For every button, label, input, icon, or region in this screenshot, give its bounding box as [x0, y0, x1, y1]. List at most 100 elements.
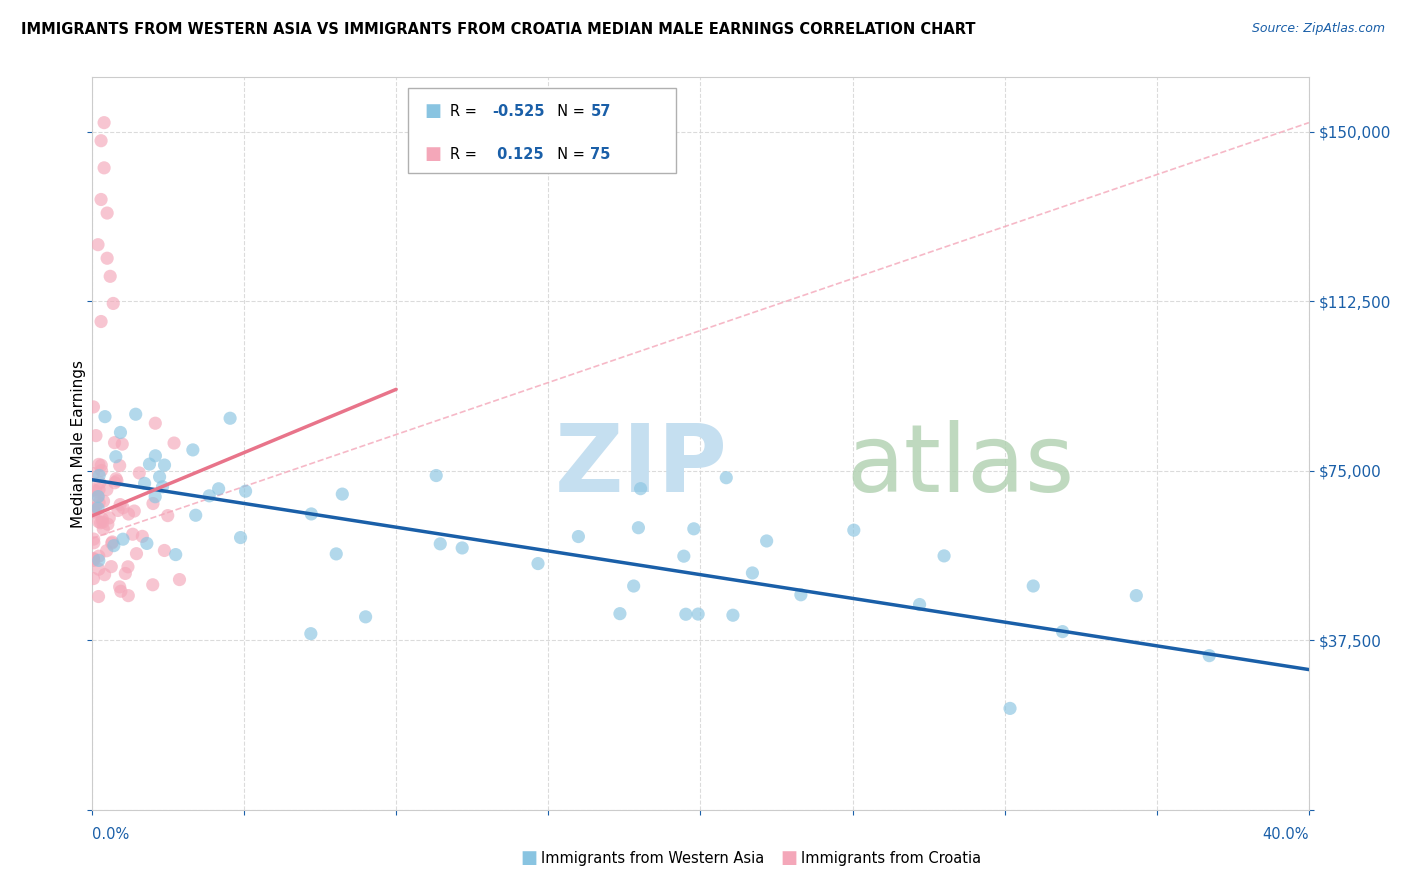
Point [87, 515, 110, 529]
Point [1125, 589, 1147, 603]
Point [163, 436, 186, 450]
Point [87, 458, 110, 472]
Point [83, 505, 105, 519]
Point [105, 474, 128, 488]
Point [100, 559, 122, 574]
Point [96, 206, 118, 220]
Text: atlas: atlas [846, 419, 1074, 511]
Point [97, 517, 120, 532]
Point [134, 476, 156, 491]
Point [131, 529, 153, 543]
Point [90, 314, 112, 328]
Point [93, 567, 115, 582]
Point [145, 449, 167, 463]
Text: 40.0%: 40.0% [1263, 827, 1309, 841]
Point [741, 566, 763, 580]
Text: Immigrants from Croatia: Immigrants from Croatia [801, 851, 981, 865]
Point [82, 572, 104, 586]
Point [219, 411, 242, 425]
Point [425, 468, 447, 483]
Point [98, 269, 121, 284]
Point [110, 425, 132, 440]
Point [89, 475, 111, 490]
Point [87, 501, 110, 516]
Text: 0.0%: 0.0% [91, 827, 129, 841]
Point [755, 533, 778, 548]
Point [1198, 648, 1220, 663]
Point [96, 543, 118, 558]
Point [153, 458, 176, 472]
Text: 75: 75 [591, 146, 610, 161]
Point [103, 296, 125, 310]
Point [122, 504, 145, 518]
Text: 0.125: 0.125 [492, 146, 544, 161]
Point [104, 450, 127, 464]
Point [103, 435, 125, 450]
Point [198, 489, 221, 503]
Point [235, 484, 257, 499]
Text: ■: ■ [780, 849, 797, 867]
Point [87, 483, 110, 497]
Point [128, 466, 150, 480]
Point [165, 548, 187, 562]
Point [567, 530, 589, 544]
Point [108, 580, 131, 594]
Text: R =: R = [450, 103, 481, 119]
Point [90, 193, 112, 207]
Point [138, 457, 160, 471]
Point [91, 512, 114, 526]
Point [125, 547, 148, 561]
Point [82, 552, 104, 566]
Point [93, 494, 115, 508]
Point [101, 535, 124, 549]
Point [114, 566, 136, 581]
Y-axis label: Median Male Earnings: Median Male Earnings [72, 359, 86, 527]
Point [325, 547, 347, 561]
Point [330, 487, 353, 501]
Point [105, 472, 128, 486]
Point [90, 458, 112, 473]
Point [87, 237, 110, 252]
Point [90, 463, 112, 477]
Text: Source: ZipAtlas.com: Source: ZipAtlas.com [1251, 22, 1385, 36]
Point [1022, 579, 1045, 593]
Point [932, 549, 955, 563]
Point [84, 500, 107, 515]
Point [143, 416, 166, 430]
Point [627, 521, 650, 535]
Point [135, 536, 157, 550]
Point [84, 484, 107, 499]
Point [451, 541, 474, 555]
Point [83, 483, 105, 497]
Point [111, 437, 134, 451]
Point [908, 598, 931, 612]
Text: Immigrants from Western Asia: Immigrants from Western Asia [541, 851, 765, 865]
Point [83, 553, 105, 567]
Point [112, 500, 135, 515]
Text: ZIP: ZIP [554, 419, 727, 511]
Point [1052, 624, 1074, 639]
Point [87, 553, 110, 567]
Point [682, 522, 704, 536]
Point [117, 559, 139, 574]
Point [142, 578, 165, 592]
Text: ■: ■ [520, 849, 537, 867]
Point [630, 482, 652, 496]
Point [229, 531, 252, 545]
Point [98, 511, 121, 525]
Point [125, 407, 148, 421]
Point [89, 495, 111, 509]
Point [83, 532, 105, 546]
Point [623, 579, 645, 593]
Point [148, 470, 170, 484]
Point [83, 535, 105, 549]
Point [89, 468, 111, 483]
Text: N =: N = [548, 103, 589, 119]
Point [354, 610, 377, 624]
Point [184, 508, 207, 523]
Point [716, 471, 738, 485]
Point [429, 537, 451, 551]
Point [998, 701, 1021, 715]
Point [299, 626, 322, 640]
Text: -0.525: -0.525 [492, 103, 544, 119]
